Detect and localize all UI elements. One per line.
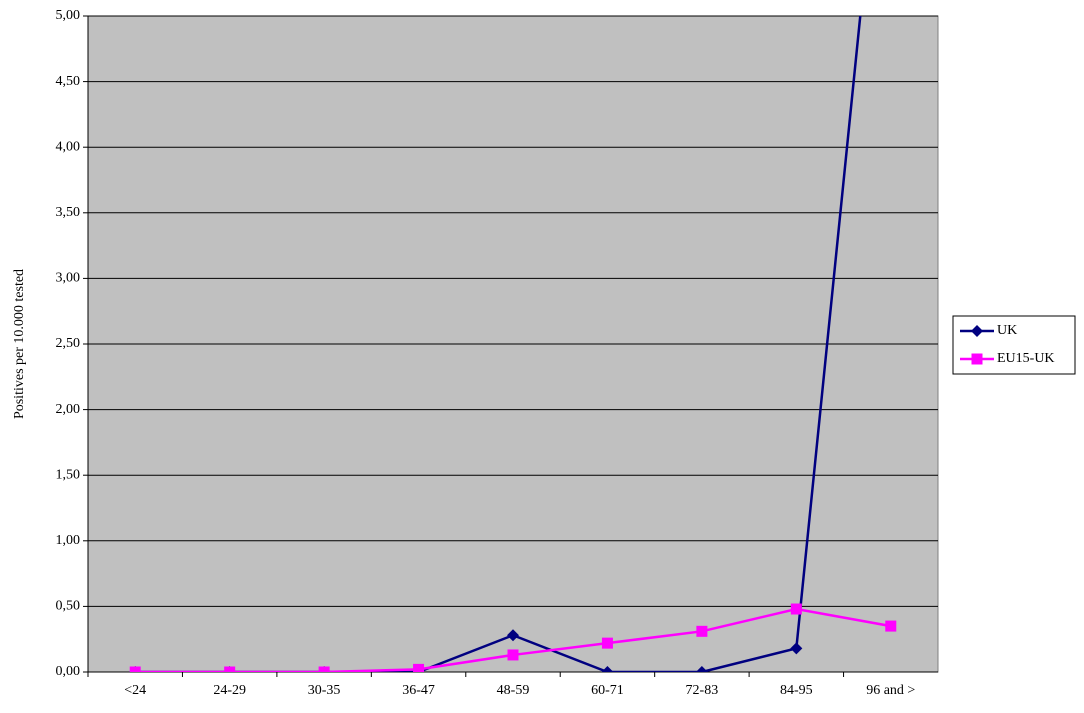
x-tick-label: 24-29	[213, 683, 246, 698]
data-point	[413, 663, 425, 672]
x-tick-label: 30-35	[308, 683, 341, 698]
legend-marker	[971, 325, 983, 337]
x-tick-label: 96 and >	[866, 683, 915, 698]
y-tick-label: 2,00	[56, 402, 81, 417]
data-point	[129, 666, 141, 672]
y-tick-label: 0,50	[56, 599, 81, 614]
y-tick-label: 4,50	[56, 74, 81, 89]
x-tick-label: 60-71	[591, 683, 624, 698]
y-tick-label: 1,50	[56, 467, 81, 482]
y-tick-label: 4,00	[56, 139, 81, 154]
x-tick-label: 72-83	[686, 683, 719, 698]
data-point	[696, 625, 708, 637]
data-point	[318, 666, 330, 672]
plot-series	[129, 16, 897, 672]
data-point	[507, 649, 519, 661]
data-point	[790, 642, 803, 655]
data-point	[601, 637, 613, 649]
legend-label: UK	[997, 323, 1017, 338]
data-point	[790, 603, 802, 615]
data-point	[885, 620, 897, 632]
legend-label: EU15-UK	[997, 351, 1055, 366]
data-point	[695, 666, 708, 672]
x-tick-label: 36-47	[402, 683, 435, 698]
y-tick-label: 3,50	[56, 205, 81, 220]
legend-marker	[971, 353, 983, 365]
x-tick-label: <24	[124, 683, 146, 698]
y-tick-label: 5,00	[56, 8, 81, 23]
y-tick-label: 3,00	[56, 271, 81, 286]
x-tick-label: 48-59	[497, 683, 530, 698]
x-tick-label: 84-95	[780, 683, 813, 698]
y-tick-label: 2,50	[56, 336, 81, 351]
data-point	[601, 666, 614, 672]
data-point	[224, 666, 236, 672]
data-point	[507, 629, 519, 642]
y-tick-label: 0,00	[56, 664, 81, 679]
y-tick-label: 1,00	[56, 533, 81, 548]
y-axis-label: Positives per 10.000 tested	[12, 269, 27, 419]
